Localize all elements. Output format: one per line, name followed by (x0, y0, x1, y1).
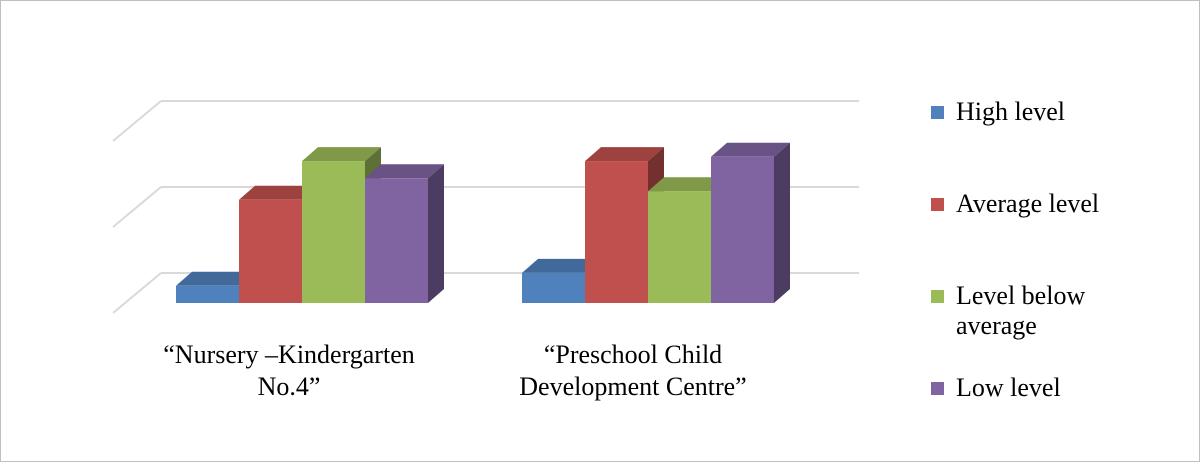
bar-0-1 (239, 199, 302, 303)
bar-1-3-side (774, 142, 790, 303)
bar-1-3 (711, 156, 774, 303)
bar-1-0 (522, 272, 585, 303)
bar-1-1 (585, 161, 648, 303)
legend-swatch-average (931, 198, 944, 211)
legend-item-low: Low level (931, 373, 1156, 403)
legend-label-below-average: Level below average (956, 281, 1086, 340)
bar-0-2-top (302, 147, 381, 162)
bar-0-3-side (428, 164, 444, 303)
legend-swatch-high (931, 106, 944, 119)
category-label-preschool: “Preschool Child Development Centre” (519, 340, 747, 401)
bar-0-1-top (239, 185, 318, 200)
bar-1-2 (648, 191, 711, 303)
bar-0-0-top (176, 271, 255, 286)
legend-item-average: Average level (931, 189, 1156, 219)
gridline-side-0 (112, 272, 162, 314)
bar-0-3 (365, 178, 428, 303)
bar-0-3-top (365, 164, 444, 179)
legend-label-average: Average level (956, 189, 1100, 218)
gridline-side-2 (112, 100, 162, 142)
legend-swatch-below-average (931, 290, 944, 303)
gridline-side-1 (112, 186, 162, 228)
bar-1-1-top (585, 147, 664, 162)
category-label-nursery: “Nursery –Kindergarten No.4” (163, 340, 415, 401)
bar-0-2 (302, 161, 365, 303)
legend-swatch-low (931, 382, 944, 395)
legend-label-high: High level (956, 97, 1066, 126)
bar-1-0-top (522, 258, 601, 273)
bar-1-2-top (648, 177, 727, 192)
legend-item-below-average: Level below average (931, 281, 1156, 341)
legend-item-high: High level (931, 97, 1156, 127)
bar-1-3-top (711, 142, 790, 157)
bar-0-0 (176, 285, 239, 303)
legend-label-low: Low level (956, 373, 1061, 402)
